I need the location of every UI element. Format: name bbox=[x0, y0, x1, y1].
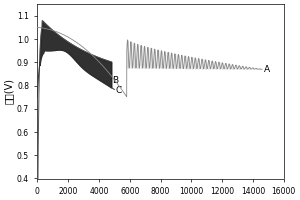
Text: C: C bbox=[115, 86, 122, 95]
Text: B: B bbox=[112, 76, 118, 85]
Y-axis label: 电压(V): 电压(V) bbox=[4, 78, 14, 104]
Text: A: A bbox=[264, 65, 270, 74]
